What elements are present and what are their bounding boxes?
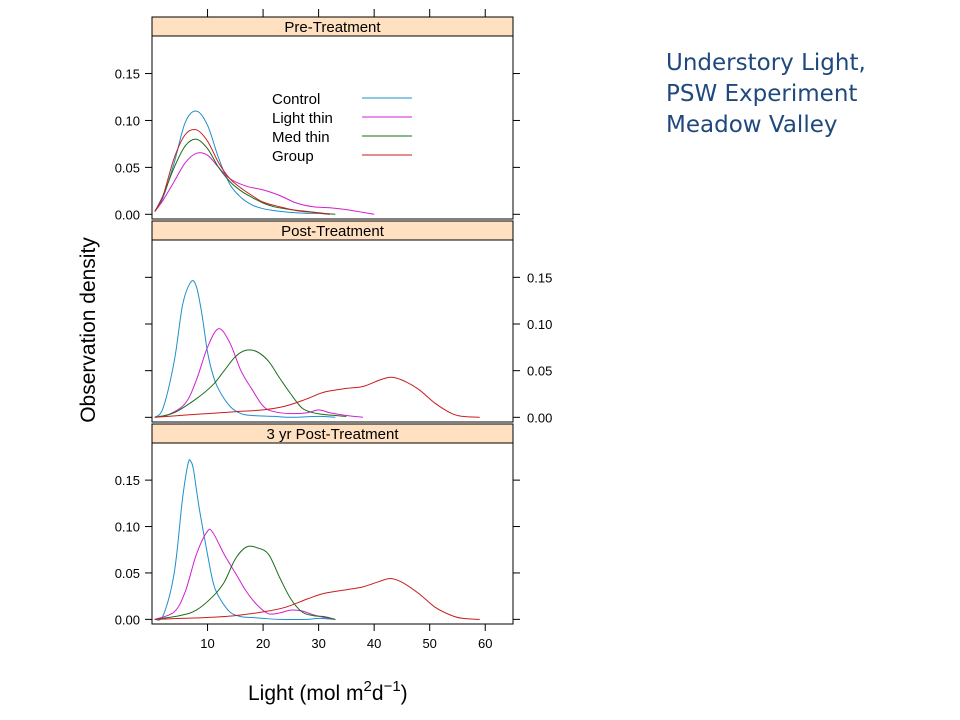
y-tick-label: 0.10 bbox=[527, 317, 552, 332]
panel-1: Pre-Treatment 0.00 0.05 0.10 0.15 bbox=[115, 9, 520, 222]
legend-label: Control bbox=[272, 91, 320, 108]
y-tick-label: 0.15 bbox=[115, 67, 140, 82]
y-tick-label: 0.05 bbox=[115, 566, 140, 581]
series-line-control bbox=[154, 110, 330, 215]
slide-title-line-1: Understory Light, bbox=[666, 50, 866, 76]
legend: Control Light thin Med thin Group bbox=[272, 91, 412, 165]
series-line-light-thin bbox=[154, 528, 336, 620]
x-axis-title-exp-1: 2 bbox=[364, 678, 372, 695]
legend-item: Control bbox=[272, 91, 412, 108]
series-line-med-thin bbox=[154, 349, 347, 418]
x-axis-title-end: ) bbox=[401, 682, 408, 705]
legend-item: Light thin bbox=[272, 110, 412, 127]
series-line-med-thin bbox=[154, 545, 336, 620]
y-tick-label: 0.10 bbox=[115, 113, 140, 128]
x-tick-label: 10 bbox=[200, 636, 214, 651]
y-tick-label: 0.05 bbox=[115, 160, 140, 175]
panel-3: 3 yr Post-Treatment 0.00 0.05 0.10 0.15 10 20 3… bbox=[115, 423, 520, 651]
x-axis-title-exp-2: −1 bbox=[384, 678, 401, 695]
legend-label: Light thin bbox=[272, 110, 333, 127]
panels-layer: Pre-Treatment0.000.050.100.15Post-Treatm… bbox=[115, 9, 552, 651]
series-line-group bbox=[154, 128, 330, 215]
panel-frame bbox=[151, 239, 514, 423]
series-line-control bbox=[154, 459, 336, 621]
legend-label: Group bbox=[272, 148, 314, 165]
y-tick-label: 0.10 bbox=[115, 520, 140, 535]
x-axis-title: Light (mol m2d−1) bbox=[248, 678, 408, 705]
slide-title-line-3: Meadow Valley bbox=[666, 112, 838, 138]
series-line-light-thin bbox=[154, 152, 375, 215]
panel-title: Pre-Treatment bbox=[284, 19, 381, 36]
y-tick-label: 0.00 bbox=[115, 207, 140, 222]
slide-title: Understory Light, PSW Experiment Meadow … bbox=[666, 48, 946, 141]
series-line-group bbox=[154, 376, 480, 418]
y-tick-label: 0.15 bbox=[527, 270, 552, 285]
x-tick-label: 50 bbox=[422, 636, 436, 651]
x-axis-title-mid: d bbox=[372, 682, 384, 705]
series-line-control bbox=[154, 280, 336, 418]
slide-title-line-2: PSW Experiment bbox=[666, 81, 858, 107]
panel-frame bbox=[151, 442, 514, 625]
panel-frame bbox=[151, 35, 514, 220]
series-line-group bbox=[154, 577, 480, 620]
x-tick-label: 40 bbox=[367, 636, 381, 651]
y-axis-title: Observation density bbox=[77, 237, 100, 423]
x-tick-label: 60 bbox=[478, 636, 492, 651]
legend-item: Group bbox=[272, 148, 412, 165]
legend-item: Med thin bbox=[272, 129, 412, 146]
y-tick-label: 0.00 bbox=[115, 612, 140, 627]
x-tick-label: 30 bbox=[311, 636, 325, 651]
y-tick-label: 0.15 bbox=[115, 473, 140, 488]
y-tick-label: 0.00 bbox=[527, 410, 552, 425]
panel-title: Post-Treatment bbox=[281, 223, 385, 240]
panel-2: Post-Treatment 0.00 0.05 0.10 0.15 bbox=[145, 220, 552, 425]
panel-title: 3 yr Post-Treatment bbox=[267, 426, 400, 443]
x-tick-label: 20 bbox=[256, 636, 270, 651]
y-tick-label: 0.05 bbox=[527, 364, 552, 379]
x-axis-title-base: Light (mol m bbox=[248, 682, 364, 705]
legend-label: Med thin bbox=[272, 129, 330, 146]
series-line-light-thin bbox=[154, 328, 364, 418]
